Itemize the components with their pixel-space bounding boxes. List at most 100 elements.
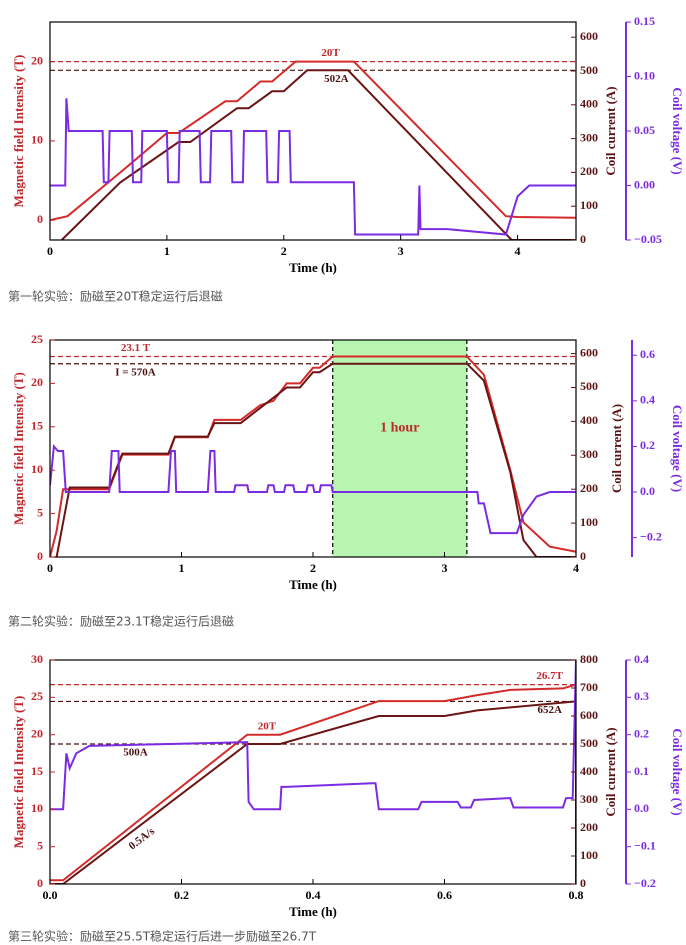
y3-axis-label: Coil voltage (V) [670, 405, 685, 492]
y3-tick-label: 0.2 [640, 438, 655, 452]
y-tick-label: 25 [31, 332, 43, 346]
y2-tick-label: 400 [580, 764, 598, 778]
reference-label: I = 570A [115, 366, 156, 378]
caption: 第三轮实验：励磁至25.5T稳定运行后进一步励磁至26.7T [8, 929, 317, 944]
y3-tick-label: 0.10 [634, 68, 655, 82]
y-tick-label: 0 [37, 876, 43, 890]
y2-tick-label: 0 [580, 876, 586, 890]
annotation: 0.5A/s [127, 825, 158, 852]
y-tick-label: 15 [31, 764, 43, 778]
series-line [55, 362, 576, 557]
y2-tick-label: 300 [580, 792, 598, 806]
y-tick-label: 5 [37, 838, 43, 852]
y-axis-label: Magnetic field Intensity (T) [11, 696, 26, 849]
y2-tick-label: 600 [580, 345, 598, 359]
y2-tick-label: 200 [580, 481, 598, 495]
x-axis-label: Time (h) [289, 904, 337, 919]
y3-tick-label: 0.0 [634, 801, 649, 815]
y2-tick-label: 500 [580, 379, 598, 393]
y-tick-label: 10 [31, 801, 43, 815]
y-tick-label: 0 [37, 549, 43, 563]
x-tick-label: 4 [573, 561, 579, 575]
y3-tick-label: −0.05 [634, 232, 662, 246]
y3-axis-label: Coil voltage (V) [670, 728, 685, 815]
y2-tick-label: 400 [580, 97, 598, 111]
y2-tick-label: 200 [580, 164, 598, 178]
y-tick-label: 10 [31, 133, 43, 147]
y-tick-label: 0 [37, 212, 43, 226]
y2-tick-label: 300 [580, 447, 598, 461]
reference-label: 500A [123, 747, 148, 759]
y3-tick-label: 0.6 [640, 347, 655, 361]
plot-frame [49, 21, 577, 241]
y3-tick-label: 0.4 [634, 652, 649, 666]
y2-tick-label: 400 [580, 413, 598, 427]
y2-tick-label: 100 [580, 198, 598, 212]
y2-tick-label: 700 [580, 680, 598, 694]
y3-tick-label: −0.2 [634, 876, 656, 890]
y3-tick-label: 0.0 [640, 484, 655, 498]
x-tick-label: 1 [164, 244, 170, 258]
x-tick-label: 4 [515, 244, 521, 258]
reference-label: 23.1 T [121, 342, 151, 354]
x-tick-label: 0 [47, 244, 53, 258]
series-line [50, 660, 576, 811]
y2-tick-label: 100 [580, 515, 598, 529]
series-line [50, 443, 576, 535]
y3-tick-label: 0.2 [634, 726, 649, 740]
y3-tick-label: 0.1 [634, 764, 649, 778]
x-axis-label: Time (h) [289, 577, 337, 592]
x-tick-label: 3 [398, 244, 404, 258]
x-axis-label: Time (h) [289, 260, 337, 275]
y3-tick-label: −0.1 [634, 838, 656, 852]
reference-label: 20T [321, 47, 340, 59]
y-tick-label: 15 [31, 419, 43, 433]
y-tick-label: 20 [31, 726, 43, 740]
caption: 第一轮实验：励磁至20T稳定运行后退磁 [8, 289, 223, 304]
x-tick-label: 0.2 [174, 888, 189, 902]
y2-tick-label: 300 [580, 130, 598, 144]
plot-frame [49, 659, 577, 885]
series-line [50, 683, 576, 884]
y2-axis-label: Coil current (A) [603, 86, 618, 175]
y3-tick-label: 0.4 [640, 393, 655, 407]
y2-tick-label: 600 [580, 708, 598, 722]
y3-tick-label: 0.3 [634, 689, 649, 703]
y2-tick-label: 200 [580, 820, 598, 834]
reference-label: 26.7T [536, 670, 563, 682]
reference-label: 502A [324, 73, 349, 85]
y2-tick-label: 100 [580, 848, 598, 862]
x-tick-label: 0.4 [306, 888, 321, 902]
y2-axis-label: Coil current (A) [609, 404, 624, 493]
series-line [50, 98, 576, 236]
annotation: 20T [258, 721, 277, 733]
x-tick-label: 1 [179, 561, 185, 575]
chart: 26.7T 652A 500A 20T 0.5A/s 0.0 0.2 0.4 0.6 0.8 Tim… [11, 652, 685, 919]
series-line [50, 355, 576, 557]
highlight-region [332, 340, 467, 557]
x-tick-label: 2 [281, 244, 287, 258]
series-line [50, 60, 576, 222]
reference-label: 652A [537, 704, 562, 716]
y2-tick-label: 500 [580, 736, 598, 750]
highlight-label: 1 hour [380, 421, 419, 436]
series-line [50, 700, 576, 884]
y-axis-label: Magnetic field Intensity (T) [11, 55, 26, 208]
y-tick-label: 20 [31, 375, 43, 389]
y-tick-label: 20 [31, 53, 43, 67]
y2-axis-label: Coil current (A) [603, 727, 618, 816]
x-tick-label: 3 [442, 561, 448, 575]
y2-tick-label: 0 [580, 232, 586, 246]
y3-tick-label: 0.05 [634, 123, 655, 137]
y2-tick-label: 500 [580, 63, 598, 77]
x-tick-label: 0.0 [43, 888, 58, 902]
y3-tick-label: 0.00 [634, 177, 655, 191]
y-axis-label: Magnetic field Intensity (T) [11, 372, 26, 525]
series-line [60, 69, 576, 240]
y3-tick-label: −0.2 [640, 529, 662, 543]
y2-tick-label: 600 [580, 29, 598, 43]
x-tick-label: 0.8 [569, 888, 584, 902]
